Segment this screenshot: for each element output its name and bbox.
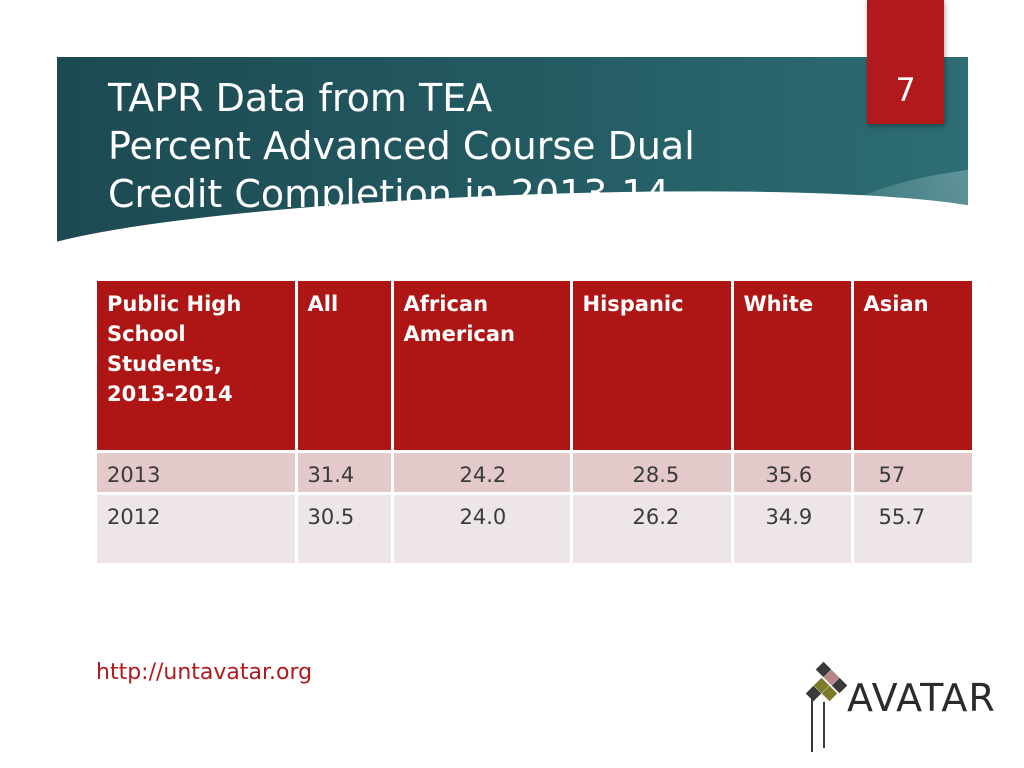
- cell-white: 34.9: [730, 491, 852, 563]
- header-african-american: African American: [390, 281, 571, 453]
- cell-hispanic: 28.5: [569, 449, 732, 493]
- header-white: White: [730, 281, 852, 453]
- cell-asian: 57: [850, 449, 972, 493]
- cell-white: 35.6: [730, 449, 852, 493]
- page-number: 7: [895, 71, 916, 109]
- website-link[interactable]: http://untavatar.org: [96, 660, 313, 685]
- title-line-3: Credit Completion in 2013-14: [108, 172, 670, 216]
- slide-title: TAPR Data from TEA Percent Advanced Cour…: [108, 74, 695, 218]
- header-all: All: [294, 281, 392, 453]
- title-banner: [57, 57, 968, 243]
- cell-all: 30.5: [294, 491, 392, 563]
- title-line-1: TAPR Data from TEA: [108, 76, 493, 120]
- cell-year: 2012: [97, 491, 296, 563]
- avatar-logo-text: AVATAR: [847, 676, 996, 720]
- table-row: 2012 30.5 24.0 26.2 34.9 55.7: [97, 491, 972, 563]
- header-hispanic: Hispanic: [569, 281, 732, 453]
- cell-hispanic: 26.2: [569, 491, 732, 563]
- page-number-tab: 7: [867, 0, 944, 124]
- cell-year: 2013: [97, 449, 296, 493]
- cell-asian: 55.7: [850, 491, 972, 563]
- cell-all: 31.4: [294, 449, 392, 493]
- header-asian: Asian: [850, 281, 972, 453]
- table-row: 2013 31.4 24.2 28.5 35.6 57: [97, 449, 972, 493]
- cell-african-american: 24.2: [390, 449, 571, 493]
- header-group: Public High School Students, 2013-2014: [97, 281, 296, 453]
- cell-african-american: 24.0: [390, 491, 571, 563]
- table-header-row: Public High School Students, 2013-2014 A…: [97, 281, 972, 453]
- avatar-logo-mark: [806, 661, 848, 752]
- avatar-logo: [806, 661, 848, 752]
- title-line-2: Percent Advanced Course Dual: [108, 124, 695, 168]
- completion-table: Public High School Students, 2013-2014 A…: [97, 281, 972, 563]
